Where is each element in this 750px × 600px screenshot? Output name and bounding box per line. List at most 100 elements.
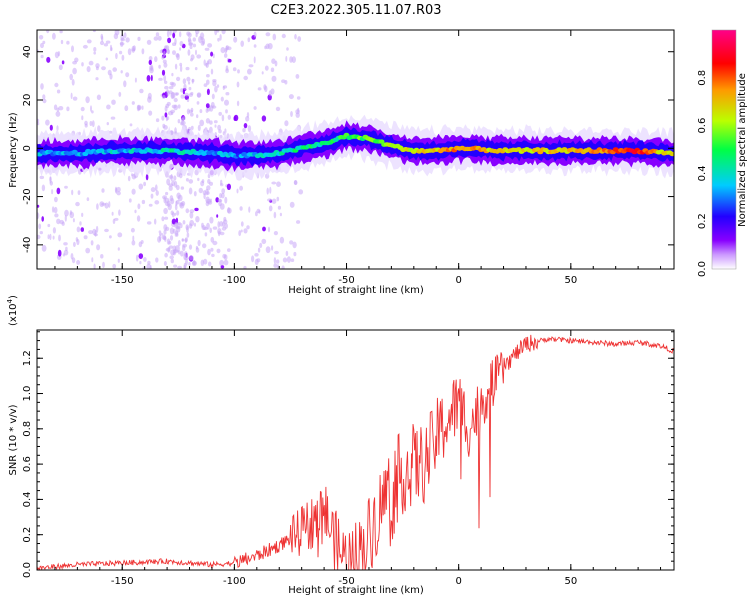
noise-dot [125, 72, 130, 78]
noise-dot [195, 245, 198, 250]
noise-dot [71, 45, 74, 53]
noise-dot [93, 47, 97, 52]
noise-dot [284, 120, 289, 127]
noise-dot [167, 246, 171, 253]
noise-dot [172, 30, 177, 34]
noise-dot [155, 257, 159, 263]
noise-dot [93, 233, 98, 237]
noise-dot [273, 211, 277, 219]
noise-dot [117, 247, 120, 251]
noise-dot [173, 97, 178, 103]
noise-dot [224, 99, 229, 106]
noise-dot [163, 261, 167, 266]
noise-dot [109, 235, 112, 239]
noise-dot [254, 253, 259, 257]
noise-dot [187, 32, 192, 38]
colorbar: 0.0 0.2 0.4 0.6 0.8 Normalized spectral ampl… [697, 29, 748, 277]
noise-dot [86, 66, 91, 73]
noise-dot [214, 132, 217, 137]
noise-dot [267, 198, 272, 202]
noise-dot [83, 235, 88, 240]
x-tick-label: 50 [564, 275, 577, 286]
y-tick-label: 1.0 [22, 386, 33, 402]
noise-dot [296, 96, 301, 100]
noise-dot [101, 35, 104, 42]
noise-dot [210, 247, 214, 252]
noise-dot [96, 244, 101, 251]
noise-dot [166, 238, 171, 245]
noise-dot [174, 232, 179, 237]
noise-dot [224, 196, 228, 204]
noise-dot [282, 257, 288, 263]
noise-dot [281, 265, 285, 269]
x-tick-label: 0 [455, 275, 461, 286]
snr-scale-label: (x104) [6, 295, 19, 326]
noise-dot [243, 75, 248, 81]
noise-dot [64, 214, 67, 222]
y-tick-label: -40 [22, 237, 33, 253]
noise-dot [272, 33, 277, 41]
noise-dot [154, 200, 160, 205]
x-tick-label: -100 [223, 576, 246, 587]
noise-dot [158, 64, 161, 69]
noise-dot [176, 76, 181, 82]
noise-dot [203, 83, 208, 87]
noise-dot [58, 64, 63, 71]
noise-dot [119, 50, 123, 55]
noise-dot [76, 260, 81, 265]
noise-dot [177, 265, 183, 269]
noise-dot [95, 77, 99, 81]
noise-dot [205, 118, 210, 124]
noise-dot [265, 43, 270, 50]
noise-dot [127, 175, 131, 182]
noise-dot [101, 202, 107, 206]
noise-dot [174, 38, 177, 45]
noise-dot [219, 231, 225, 236]
noise-dot [171, 72, 174, 77]
noise-dot [279, 236, 285, 244]
noise-dot [84, 123, 88, 128]
noise-dot [86, 39, 92, 44]
noise-dot [134, 77, 137, 83]
noise-dot [296, 220, 301, 224]
noise-dot [153, 36, 159, 41]
noise-dot [268, 205, 273, 212]
figure-title: C2E3.2022.305.11.07.R03 [270, 3, 441, 18]
noise-dot [253, 56, 256, 64]
noise-dot [204, 47, 210, 51]
noise-dot [145, 173, 149, 181]
noise-dot [124, 105, 129, 112]
noise-dot [205, 108, 209, 113]
x-tick-label: -150 [111, 576, 134, 587]
noise-dot [292, 241, 297, 249]
noise-dot [175, 226, 181, 233]
noise-dot [248, 64, 254, 68]
noise-dot [37, 234, 41, 240]
noise-dot [298, 189, 304, 195]
noise-dot [188, 93, 193, 97]
noise-dot [159, 234, 162, 242]
noise-dot [141, 199, 146, 205]
noise-dot [52, 32, 56, 40]
noise-dot [179, 40, 184, 47]
noise-dot [120, 70, 123, 74]
x-tick-label: -50 [338, 275, 354, 286]
noise-dot [210, 236, 215, 243]
noise-dot [168, 185, 173, 191]
noise-dot [81, 212, 84, 217]
noise-dot [64, 185, 68, 189]
noise-dot [185, 178, 189, 182]
noise-dot [97, 125, 101, 132]
noise-dot [72, 218, 75, 223]
noise-dot [118, 91, 122, 97]
noise-dot [172, 252, 176, 256]
noise-dot [71, 189, 74, 196]
y-tick-label: 0.4 [22, 491, 33, 507]
noise-dot [186, 108, 190, 115]
noise-dot [61, 221, 65, 226]
noise-dot [148, 56, 153, 61]
noise-dot [40, 54, 44, 59]
noise-dot [41, 216, 44, 222]
noise-dot [75, 201, 80, 207]
noise-dot [116, 191, 121, 196]
